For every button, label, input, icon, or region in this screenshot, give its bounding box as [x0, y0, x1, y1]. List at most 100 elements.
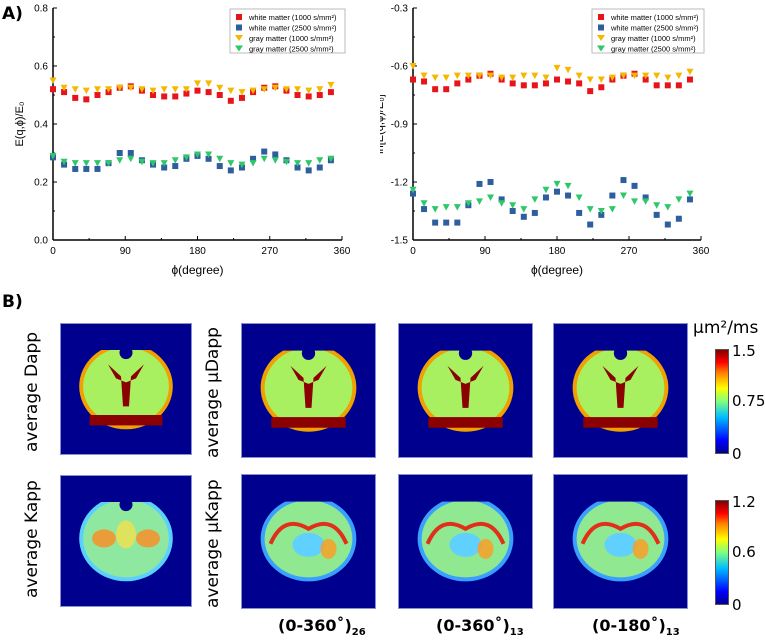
legend-label: white matter (1000 s/mm²) [248, 13, 337, 22]
legend: white matter (1000 s/mm²) white matter (2… [229, 8, 346, 54]
legend-label: gray matter (2500 s/mm²) [611, 45, 696, 54]
high-kurtosis-region [477, 538, 494, 559]
map-average-mukapp-180-13 [553, 474, 688, 609]
data-point [421, 206, 428, 213]
panel-b-label: B) [2, 292, 23, 312]
data-point [686, 68, 694, 76]
data-point [454, 80, 461, 87]
data-point [653, 82, 660, 89]
x-tick-label: 180 [549, 246, 566, 257]
data-point [260, 155, 268, 163]
data-point [105, 86, 113, 93]
high-kurtosis-region [92, 529, 116, 548]
data-point [61, 89, 68, 96]
data-point [675, 196, 683, 203]
data-point [498, 196, 505, 203]
data-point [608, 74, 616, 82]
data-point [631, 198, 639, 205]
data-point [171, 157, 179, 164]
data-point [664, 204, 672, 211]
data-point [476, 180, 483, 187]
colorbar-max: 1.5 [732, 342, 756, 360]
x-tick-label: 270 [621, 246, 638, 257]
data-point [564, 182, 572, 190]
data-point [531, 82, 538, 89]
data-point [49, 77, 57, 84]
map-average-mukapp-360-26 [241, 474, 376, 609]
column-label-0-360-13: (0-360˚)13 [436, 616, 524, 638]
data-point [520, 82, 527, 89]
data-point [271, 157, 279, 164]
data-point [238, 94, 245, 101]
data-point [420, 72, 428, 80]
data-point [172, 93, 179, 100]
data-point [453, 204, 461, 211]
data-point [161, 93, 168, 100]
data-point [138, 158, 146, 166]
data-point [576, 80, 583, 87]
x-axis-label: ϕ(degree) [531, 263, 583, 277]
x-tick-label: 90 [120, 246, 132, 257]
legend: white matter (1000 s/mm²) white matter (2… [591, 8, 705, 54]
colorbar-kurtosis [715, 500, 729, 605]
data-point [410, 76, 416, 83]
y-axis-label: E(q,ϕ)/E₀ [14, 102, 26, 147]
ventricle [602, 365, 639, 408]
data-point [205, 89, 212, 96]
data-point [487, 194, 495, 201]
data-point [94, 92, 101, 98]
data-point [160, 160, 168, 167]
data-point [294, 86, 302, 93]
data-point [282, 86, 290, 93]
data-point [182, 154, 190, 161]
data-point [686, 190, 694, 198]
data-point [305, 87, 313, 95]
background-notch [119, 346, 133, 360]
legend-marker [598, 14, 604, 20]
series-gray-matter-2500-s-mm- [409, 180, 694, 215]
data-point [161, 164, 168, 171]
data-point [620, 177, 627, 184]
ventricle [290, 365, 327, 408]
low-kurtosis-region [292, 532, 325, 557]
low-kurtosis-region [449, 532, 482, 557]
data-point [282, 158, 290, 166]
data-point [171, 86, 179, 93]
data-point [238, 161, 246, 169]
data-point [498, 200, 506, 207]
y-tick-label: -0.9 [391, 120, 409, 131]
data-point [675, 215, 682, 222]
data-point [554, 76, 560, 83]
data-point [127, 84, 135, 92]
column-label-sub: 26 [351, 627, 366, 639]
data-point [653, 202, 661, 209]
map-average-mudapp-360-26 [241, 323, 376, 458]
data-point [227, 97, 234, 104]
data-point [294, 92, 301, 98]
legend-label: white matter (2500 s/mm²) [248, 24, 337, 33]
data-point [575, 72, 583, 80]
data-point [576, 209, 583, 216]
data-point [271, 84, 279, 92]
data-point [642, 194, 649, 201]
ventral-region [428, 417, 503, 428]
legend-marker [597, 35, 605, 41]
data-point [305, 160, 313, 167]
data-point [619, 192, 627, 200]
data-point [172, 163, 179, 170]
chart-log-signal-ratio: 0 90 180 270 360 -1.5 -1.2 -0.9 -0.6 -0.3 ϕ(degree… [380, 4, 710, 278]
column-label-text: (0-360˚) [436, 616, 510, 635]
data-point [642, 72, 650, 80]
y-tick-label: -0.3 [391, 4, 409, 15]
series-gray-matter-2500-s-mm- [49, 151, 335, 169]
data-point [554, 188, 560, 195]
map-average-mukapp-360-13 [398, 474, 533, 609]
data-point [597, 208, 605, 215]
data-point [598, 84, 605, 91]
data-point [327, 89, 334, 96]
y-axis-label: ln[E(q,ϕ)/E₀] [380, 94, 386, 154]
data-point [653, 211, 660, 218]
data-point [675, 82, 682, 89]
data-point [431, 74, 439, 82]
